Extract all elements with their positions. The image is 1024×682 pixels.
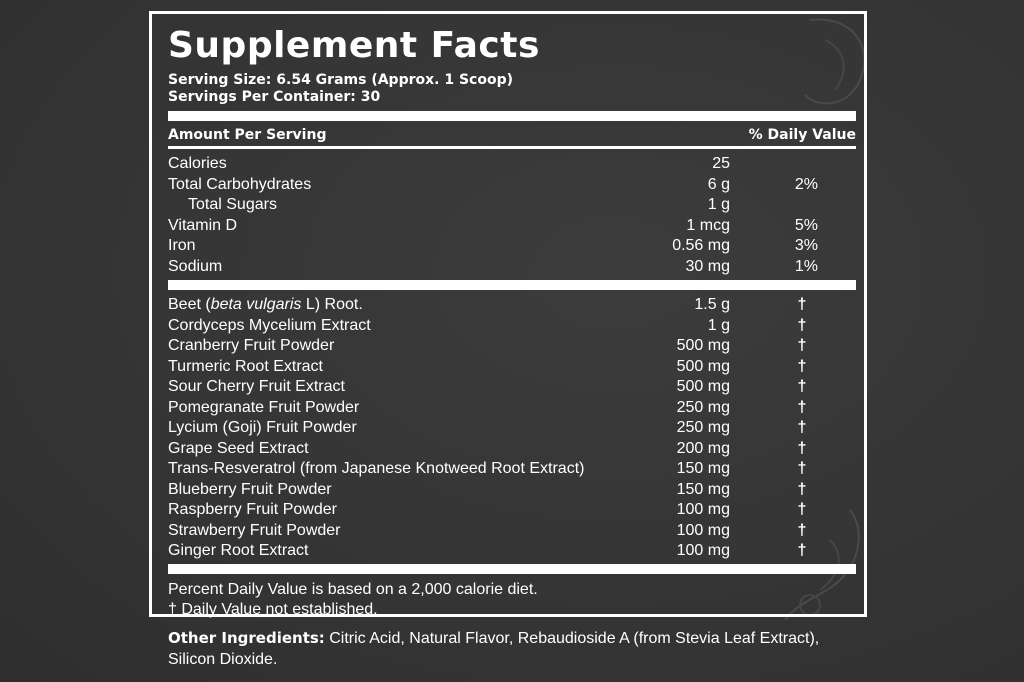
nutrient-name: Vitamin D: [168, 216, 238, 234]
ingredient-dv: †: [797, 316, 807, 334]
ingredient-amount: 100 mg: [676, 542, 730, 559]
ingredient-name-latin: beta vulgaris: [210, 296, 302, 313]
nutrient-row: Total Sugars 1 g: [168, 195, 856, 216]
ingredient-amount: 500 mg: [676, 378, 730, 395]
ingredient-row: Beet (beta vulgaris L) Root. 1.5 g †: [168, 295, 856, 316]
nutrient-row: Total Carbohydrates 6 g 2%: [168, 175, 856, 196]
ingredient-amount: 150 mg: [676, 460, 730, 477]
daily-value-header: % Daily Value: [748, 127, 856, 143]
supplement-facts-panel: Supplement Facts Serving Size: 6.54 Gram…: [149, 11, 867, 620]
nutrient-amount: 30 mg: [685, 257, 730, 275]
blend-list: Beet (beta vulgaris L) Root. 1.5 g † Cor…: [168, 295, 852, 562]
ingredient-name: Lycium (Goji) Fruit Powder: [168, 419, 357, 436]
nutrient-amount: 25: [712, 155, 730, 172]
ingredient-name: Cranberry Fruit Powder: [168, 337, 335, 354]
ingredient-dv: †: [797, 501, 807, 518]
nutrient-amount: 1 g: [707, 196, 730, 213]
ingredient-amount: 250 mg: [676, 398, 730, 416]
ingredient-amount: 250 mg: [676, 419, 730, 436]
nutrient-amount: 1 mcg: [686, 216, 730, 234]
ingredient-amount: 500 mg: [676, 357, 730, 375]
ingredient-name: Blueberry Fruit Powder: [168, 480, 332, 498]
ingredient-name-prefix: Beet (: [168, 296, 211, 313]
nutrient-amount: 0.56 mg: [672, 237, 730, 254]
ingredient-row: Cranberry Fruit Powder 500 mg †: [168, 336, 856, 357]
ingredient-amount: 500 mg: [676, 337, 730, 354]
nutrient-list: Calories 25 Total Carbohydrates 6 g 2% T…: [168, 149, 852, 277]
nutrient-dv: 3%: [794, 237, 818, 254]
ingredient-dv: †: [797, 460, 807, 477]
amount-per-serving-header: Amount Per Serving: [168, 127, 327, 143]
ingredient-name: Strawberry Fruit Powder: [168, 521, 341, 539]
ingredient-name: Cordyceps Mycelium Extract: [168, 316, 371, 334]
ingredient-dv: †: [797, 357, 807, 375]
ingredient-row: Pomegranate Fruit Powder 250 mg †: [168, 398, 856, 419]
ingredient-name: Pomegranate Fruit Powder: [168, 398, 360, 416]
ingredient-name: Turmeric Root Extract: [168, 357, 323, 375]
ingredient-row: Cordyceps Mycelium Extract 1 g †: [168, 316, 856, 337]
daily-value-footnote: Percent Daily Value is based on a 2,000 …: [168, 580, 538, 598]
ingredient-dv: †: [797, 439, 807, 457]
footnotes: Percent Daily Value is based on a 2,000 …: [168, 574, 852, 620]
other-ingredients-text: Citric Acid, Natural Flavor, Rebaudiosid…: [168, 630, 820, 668]
ingredient-row: Ginger Root Extract 100 mg †: [168, 541, 856, 562]
nutrient-name: Calories: [168, 155, 227, 172]
ingredient-dv: †: [797, 419, 807, 436]
ingredient-name-suffix: L) Root.: [301, 296, 363, 313]
ingredient-row: Strawberry Fruit Powder 100 mg †: [168, 521, 856, 542]
nutrient-row: Vitamin D 1 mcg 5%: [168, 216, 856, 237]
nutrient-dv: 2%: [794, 175, 818, 193]
nutrient-row: Iron 0.56 mg 3%: [168, 236, 856, 257]
ingredient-row: Grape Seed Extract 200 mg †: [168, 439, 856, 460]
ingredient-row: Sour Cherry Fruit Extract 500 mg †: [168, 377, 856, 398]
ingredient-dv: †: [797, 480, 807, 498]
ingredient-name: Beet (beta vulgaris L) Root.: [168, 295, 363, 316]
ingredient-dv: †: [797, 542, 807, 559]
nutrient-dv: 5%: [794, 216, 818, 234]
ingredient-amount: 100 mg: [676, 501, 730, 518]
nutrient-amount: 6 g: [707, 175, 730, 193]
ingredient-amount: 1.5 g: [694, 296, 730, 313]
ingredient-name: Grape Seed Extract: [168, 439, 309, 457]
ingredient-row: Raspberry Fruit Powder 100 mg †: [168, 500, 856, 521]
ingredient-name: Trans-Resveratrol (from Japanese Knotwee…: [168, 460, 585, 477]
ingredient-row: Blueberry Fruit Powder 150 mg †: [168, 480, 856, 501]
ingredient-name: Raspberry Fruit Powder: [168, 501, 337, 518]
ingredient-dv: †: [797, 337, 807, 354]
ingredient-amount: 200 mg: [676, 439, 730, 457]
nutrient-name: Sodium: [168, 257, 223, 275]
thick-divider: [168, 111, 856, 121]
nutrient-row: Calories 25: [168, 154, 856, 175]
other-ingredients-label: Other Ingredients:: [168, 629, 325, 647]
facts-title: Supplement Facts: [168, 25, 540, 66]
ingredient-dv: †: [797, 521, 807, 539]
ingredient-dv: †: [797, 378, 807, 395]
thick-divider: [168, 563, 856, 574]
ingredient-name: Ginger Root Extract: [168, 542, 309, 559]
ingredient-row: Trans-Resveratrol (from Japanese Knotwee…: [168, 459, 856, 480]
dagger-footnote: † Daily Value not established.: [168, 600, 378, 618]
ingredient-dv: †: [797, 296, 807, 313]
other-ingredients: Other Ingredients: Citric Acid, Natural …: [168, 628, 828, 670]
nutrient-name: Total Carbohydrates: [168, 175, 312, 193]
serving-size: Serving Size: 6.54 Grams (Approx. 1 Scoo…: [168, 72, 513, 88]
thin-divider: [168, 146, 856, 149]
ingredient-row: Lycium (Goji) Fruit Powder 250 mg †: [168, 418, 856, 439]
column-header-row: Amount Per Serving % Daily Value: [168, 121, 856, 146]
nutrient-name: Total Sugars: [188, 196, 277, 213]
ingredient-row: Turmeric Root Extract 500 mg †: [168, 357, 856, 378]
nutrient-name: Iron: [168, 237, 196, 254]
servings-per-container: Servings Per Container: 30: [168, 89, 381, 105]
ingredient-dv: †: [797, 398, 807, 416]
ingredient-amount: 150 mg: [676, 480, 730, 498]
nutrient-dv: 1%: [794, 257, 818, 275]
ingredient-amount: 100 mg: [676, 521, 730, 539]
nutrient-row: Sodium 30 mg 1%: [168, 257, 856, 278]
ingredient-name: Sour Cherry Fruit Extract: [168, 378, 345, 395]
ingredient-amount: 1 g: [707, 316, 730, 334]
thick-divider: [168, 280, 856, 290]
